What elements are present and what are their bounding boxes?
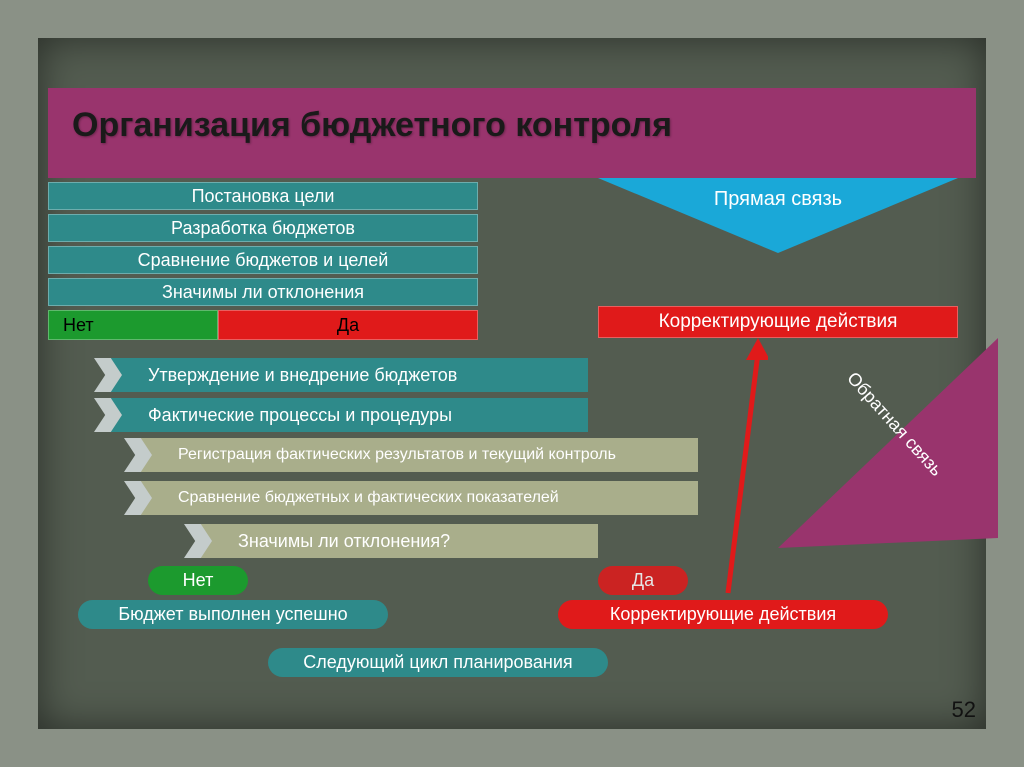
step-bar-4: Значимы ли отклонения xyxy=(48,278,478,306)
decision-yes-label: Да xyxy=(337,315,359,336)
direct-link-label: Прямая связь xyxy=(598,188,958,211)
chevron-5-label: Значимы ли отклонения? xyxy=(238,531,450,552)
pill-next-cycle: Следующий цикл планирования xyxy=(268,648,608,677)
red-arrow xyxy=(688,338,768,598)
chevron-5: Значимы ли отклонения? xyxy=(198,524,598,558)
pill-no-2: Нет xyxy=(148,566,248,595)
step-bar-3-label: Сравнение бюджетов и целей xyxy=(138,250,389,271)
step-bar-1: Постановка цели xyxy=(48,182,478,210)
pill-corrective-2: Корректирующие действия xyxy=(558,600,888,629)
pill-no-2-label: Нет xyxy=(183,570,214,591)
step-bar-3: Сравнение бюджетов и целей xyxy=(48,246,478,274)
chevron-3: Регистрация фактических результатов и те… xyxy=(138,438,698,472)
chevron-1: Утверждение и внедрение бюджетов xyxy=(108,358,588,392)
step-bar-1-label: Постановка цели xyxy=(192,186,335,207)
title-bar: Организация бюджетного контроля xyxy=(48,88,976,178)
step-bar-4-label: Значимы ли отклонения xyxy=(162,282,364,303)
chevron-2-label: Фактические процессы и процедуры xyxy=(148,405,452,426)
chevron-3-label: Регистрация фактических результатов и те… xyxy=(178,446,616,464)
step-bar-2: Разработка бюджетов xyxy=(48,214,478,242)
chevron-4: Сравнение бюджетных и фактических показа… xyxy=(138,481,698,515)
step-bar-2-label: Разработка бюджетов xyxy=(171,218,355,239)
page-number: 52 xyxy=(952,697,976,723)
chevron-1-label: Утверждение и внедрение бюджетов xyxy=(148,365,457,386)
decision-yes: Да xyxy=(218,310,478,340)
slide-title: Организация бюджетного контроля xyxy=(72,106,672,145)
pill-next-cycle-label: Следующий цикл планирования xyxy=(303,652,572,673)
pill-yes-2-label: Да xyxy=(632,570,654,591)
decision-no: Нет xyxy=(48,310,218,340)
chevron-4-label: Сравнение бюджетных и фактических показа… xyxy=(178,489,559,507)
pill-success: Бюджет выполнен успешно xyxy=(78,600,388,629)
slide-content: Организация бюджетного контроля Постанов… xyxy=(38,38,986,729)
pill-corrective-2-label: Корректирующие действия xyxy=(610,604,836,625)
corrective-top: Корректирующие действия xyxy=(598,306,958,338)
corrective-top-label: Корректирующие действия xyxy=(659,311,898,333)
chevron-2: Фактические процессы и процедуры xyxy=(108,398,588,432)
decision-no-label: Нет xyxy=(63,315,94,336)
pill-success-label: Бюджет выполнен успешно xyxy=(118,604,347,625)
pill-yes-2: Да xyxy=(598,566,688,595)
